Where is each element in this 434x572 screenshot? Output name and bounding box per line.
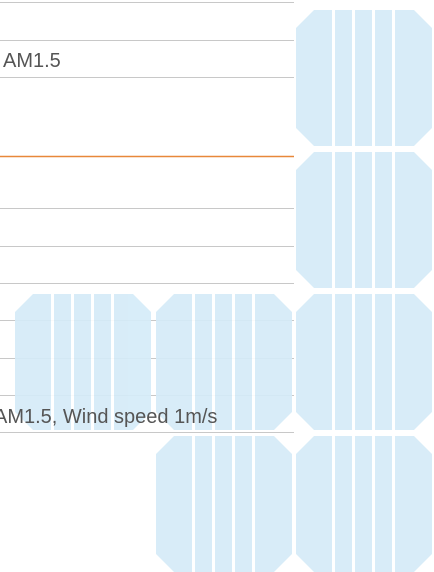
cell-body — [296, 294, 432, 430]
row-text: AM1.5 — [3, 50, 61, 72]
cell-busbar — [392, 152, 395, 288]
cell-busbar — [372, 10, 375, 146]
cell-busbar — [332, 294, 335, 430]
cell-body — [296, 436, 432, 572]
cell-body — [296, 152, 432, 288]
cell-busbar — [332, 10, 335, 146]
cell-busbar — [232, 294, 235, 430]
solar-cell — [156, 436, 292, 572]
cell-busbar — [332, 152, 335, 288]
cell-busbar — [352, 10, 355, 146]
solar-cell — [296, 152, 432, 288]
cell-body — [156, 436, 292, 572]
cell-busbar — [232, 436, 235, 572]
cell-busbar — [392, 10, 395, 146]
cell-busbar — [332, 436, 335, 572]
datasheet: AM1.5 AM1.5, Wind speed 1m/s — [0, 0, 434, 572]
cell-busbar — [192, 436, 195, 572]
cell-busbar — [352, 294, 355, 430]
cell-busbar — [212, 436, 215, 572]
cell-busbar — [372, 436, 375, 572]
cell-busbar — [372, 294, 375, 430]
cell-busbar — [252, 436, 255, 572]
page: AM1.5 AM1.5, Wind speed 1m/s (() => { co… — [0, 0, 434, 572]
cell-busbar — [352, 436, 355, 572]
cell-busbar — [252, 294, 255, 430]
cell-body — [296, 10, 432, 146]
cell-busbar — [352, 152, 355, 288]
solar-cell — [296, 10, 432, 146]
solar-cell-decoration — [15, 10, 432, 572]
solar-cell — [296, 436, 432, 572]
solar-cell — [296, 294, 432, 430]
cell-busbar — [392, 294, 395, 430]
cell-busbar — [392, 436, 395, 572]
cell-busbar — [372, 152, 375, 288]
row-text: AM1.5, Wind speed 1m/s — [0, 406, 217, 428]
